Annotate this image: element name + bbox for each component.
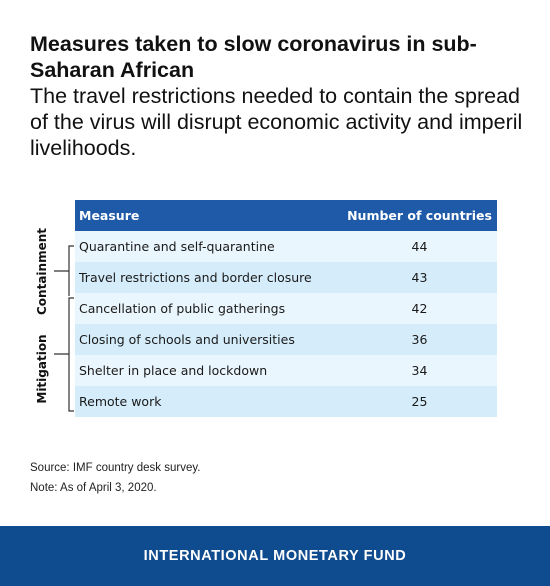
- countries-cell: 43: [411, 270, 428, 285]
- table-row: Shelter in place and lockdown 34: [75, 355, 497, 386]
- bracket-containment: [54, 245, 74, 296]
- countries-cell: 36: [411, 332, 428, 347]
- source-text: Source: IMF country desk survey.: [30, 462, 201, 474]
- table-row: Closing of schools and universities 36: [75, 324, 497, 355]
- bracket-mitigation: [54, 297, 74, 412]
- group-label-containment: Containment: [35, 227, 49, 315]
- measure-cell: Quarantine and self-quarantine: [79, 239, 275, 254]
- imf-footer-banner: INTERNATIONAL MONETARY FUND: [0, 526, 550, 586]
- measure-cell: Travel restrictions and border closure: [79, 270, 312, 285]
- measures-table: Measure Number of countries Quarantine a…: [75, 200, 497, 417]
- table-row: Travel restrictions and border closure 4…: [75, 262, 497, 293]
- table-row: Cancellation of public gatherings 42: [75, 293, 497, 324]
- countries-cell: 42: [411, 301, 428, 316]
- table-row: Quarantine and self-quarantine 44: [75, 231, 497, 262]
- measure-cell: Closing of schools and universities: [79, 332, 295, 347]
- measure-cell: Remote work: [79, 394, 162, 409]
- measure-cell: Shelter in place and lockdown: [79, 363, 268, 378]
- countries-cell: 44: [411, 239, 428, 254]
- header-measure: Measure: [79, 208, 140, 223]
- chart-subtitle: The travel restrictions needed to contai…: [30, 84, 523, 160]
- countries-cell: 25: [411, 394, 428, 409]
- table-row: Remote work 25: [75, 386, 497, 417]
- footer-org-name: INTERNATIONAL MONETARY FUND: [143, 548, 407, 564]
- header-number-of-countries: Number of countries: [347, 208, 492, 223]
- source-notes: Source: IMF country desk survey. Note: A…: [30, 459, 200, 498]
- note-text: Note: As of April 3, 2020.: [30, 481, 157, 494]
- table-header-row: Measure Number of countries: [75, 200, 497, 231]
- measure-cell: Cancellation of public gatherings: [79, 301, 286, 316]
- countries-cell: 34: [411, 363, 428, 378]
- chart-title: Measures taken to slow coronavirus in su…: [30, 32, 477, 82]
- group-label-mitigation: Mitigation: [35, 334, 49, 404]
